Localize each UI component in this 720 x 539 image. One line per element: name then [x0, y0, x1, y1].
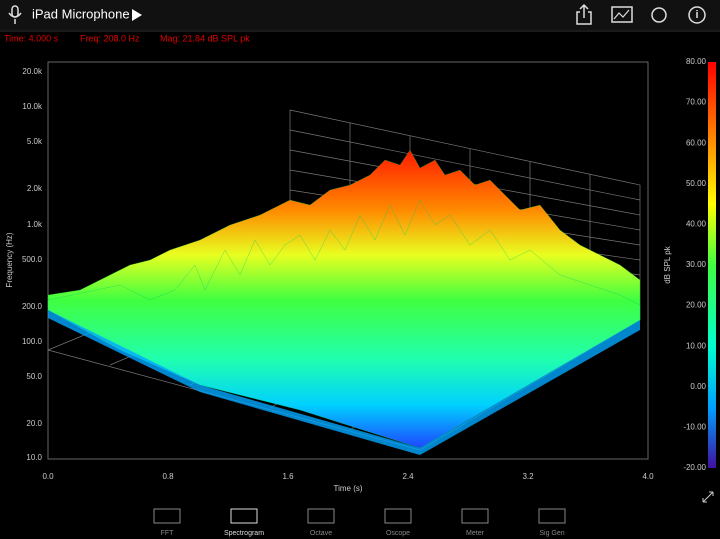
- y-tick-label: 20.0: [26, 419, 42, 428]
- y-tick-label: 10.0k: [22, 102, 43, 111]
- y-tick-label: 100.0: [22, 337, 43, 346]
- y-tick-label: 20.0k: [22, 67, 43, 76]
- tab-label[interactable]: Sig Gen: [539, 530, 564, 537]
- x-axis-title: Time (s): [333, 484, 362, 493]
- header-title[interactable]: iPad Microphone: [32, 6, 130, 21]
- y-tick-label: 1.0k: [27, 220, 43, 229]
- x-tick-label: 2.4: [402, 472, 414, 481]
- tab-icon[interactable]: [461, 508, 489, 524]
- tab-icon[interactable]: [538, 508, 566, 524]
- play-button[interactable]: [132, 9, 142, 21]
- colorbar-tick-label: 80.00: [686, 57, 707, 66]
- status-freq: Freq: 208.0 Hz: [80, 33, 140, 43]
- tab-icon[interactable]: [307, 508, 335, 524]
- y-tick-label: 50.0: [26, 372, 42, 381]
- x-tick-label: 3.2: [522, 472, 534, 481]
- tab-icon[interactable]: [384, 508, 412, 524]
- colorbar-tick-label: 10.00: [686, 341, 707, 350]
- tab-label[interactable]: FFT: [161, 530, 175, 537]
- x-tick-label: 0.8: [162, 472, 174, 481]
- colorbar: [708, 62, 716, 468]
- tab-icon[interactable]: [230, 508, 258, 524]
- settings-button[interactable]: [651, 7, 667, 23]
- header-bar: [0, 0, 720, 30]
- tab-label[interactable]: Oscope: [386, 530, 410, 537]
- info-icon: i: [695, 9, 698, 21]
- tab-label[interactable]: Spectrogram: [224, 530, 264, 537]
- colorbar-tick-label: 70.00: [686, 98, 707, 107]
- share-button[interactable]: [576, 3, 592, 25]
- mic-icon: [8, 5, 22, 24]
- plot-frame: [47, 61, 649, 460]
- y-tick-label: 2.0k: [27, 184, 43, 193]
- colorbar-tick-label: 0.00: [690, 382, 706, 391]
- tab-label[interactable]: Octave: [310, 530, 332, 537]
- colorbar-tick-label: -10.00: [683, 423, 706, 432]
- colorbar-tick-label: 30.00: [686, 260, 707, 269]
- y-tick-label: 10.0: [26, 453, 42, 462]
- x-tick-label: 1.6: [282, 472, 294, 481]
- info-button[interactable]: [688, 6, 706, 24]
- colorbar-tick-label: 20.00: [686, 301, 707, 310]
- surface-front: [47, 199, 641, 449]
- colorbar-tick-label: 60.00: [686, 138, 707, 147]
- x-tick-label: 4.0: [642, 472, 654, 481]
- y-tick-label: 500.0: [22, 255, 43, 264]
- y-tick-label: 200.0: [22, 302, 43, 311]
- status-mag: Mag: 21.84 dB SPL pk: [160, 33, 250, 43]
- graph-icon: [613, 9, 630, 20]
- colorbar-title: dB SPL pk: [663, 245, 672, 284]
- status-time: Time: 4.000 s: [4, 33, 59, 43]
- tab-label[interactable]: Meter: [466, 530, 485, 537]
- tab-icon[interactable]: [153, 508, 181, 524]
- colorbar-tick-label: 50.00: [686, 179, 707, 188]
- expand-button[interactable]: [702, 491, 714, 503]
- y-axis-title: Frequency (Hz): [5, 232, 14, 287]
- colorbar-tick-label: -20.00: [683, 463, 706, 472]
- graph-button[interactable]: [611, 6, 633, 23]
- x-tick-label: 0.0: [42, 472, 54, 481]
- y-tick-label: 5.0k: [27, 137, 43, 146]
- colorbar-tick-label: 40.00: [686, 220, 707, 229]
